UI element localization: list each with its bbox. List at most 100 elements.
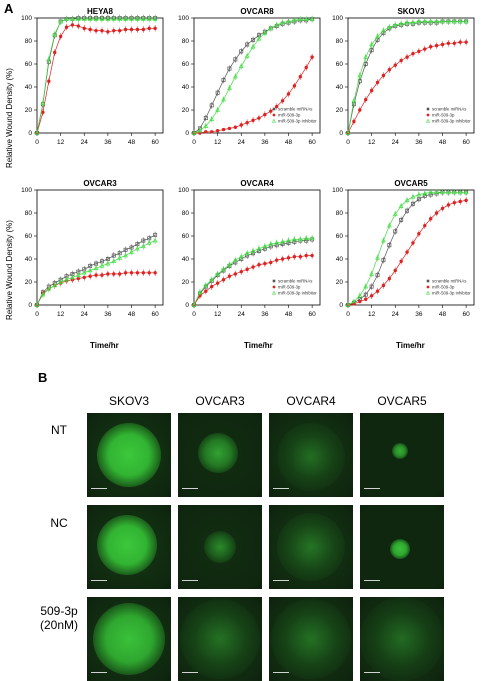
data-point [280, 239, 285, 244]
data-point [440, 206, 445, 211]
data-point [310, 253, 314, 258]
data-point [269, 109, 273, 113]
data-point [123, 247, 128, 252]
data-point [256, 35, 262, 41]
plot-frame [36, 189, 164, 306]
x-tick-label: 48 [439, 311, 447, 318]
data-point [94, 28, 98, 33]
data-point [46, 56, 52, 62]
data-point [416, 18, 422, 24]
column-header-ovcar3: OVCAR3 [195, 394, 245, 408]
x-axis-title-1: Time/hr [90, 341, 119, 350]
data-point [140, 243, 146, 249]
y-tick-label: 40 [182, 84, 190, 91]
data-point [105, 16, 111, 21]
data-point [428, 18, 434, 24]
legend-marker [425, 290, 431, 295]
chart-4: OVCAR4 0 12 24 36 48 60 0 20 40 60 80 100 scramble mi… [178, 179, 321, 318]
data-point [238, 63, 244, 69]
legend-marker [271, 290, 277, 295]
data-point [387, 68, 392, 72]
data-point [197, 289, 203, 295]
x-tick-label: 60 [309, 311, 317, 318]
y-tick-label: 60 [336, 61, 344, 68]
data-point [64, 276, 69, 282]
data-point [358, 108, 362, 112]
data-point [112, 272, 116, 276]
data-point [141, 238, 146, 243]
column-header-ovcar5: OVCAR5 [377, 394, 427, 408]
legend-label: miR-509-3p [278, 285, 301, 290]
legend-label: scramble miRNAs [432, 279, 466, 284]
data-point [81, 16, 87, 21]
cell-background-glow [269, 413, 353, 497]
data-point [93, 16, 99, 21]
legend-marker [271, 118, 277, 123]
data-point [303, 16, 309, 21]
microscopy-image [178, 505, 262, 589]
data-point [123, 27, 128, 32]
x-tick-label: 24 [238, 139, 246, 146]
data-point [215, 271, 221, 276]
data-point [286, 256, 291, 260]
data-point [392, 211, 398, 216]
scale-bar [182, 488, 198, 489]
row-label-509-3p: 509-3p (20nM) [32, 604, 86, 632]
data-point [352, 119, 356, 124]
x-tick-label: 48 [439, 139, 447, 146]
data-point [393, 63, 397, 67]
y-tick-label: 20 [182, 279, 190, 286]
data-point [463, 18, 469, 24]
data-point [100, 273, 104, 277]
y-tick-label: 60 [25, 61, 33, 68]
x-tick-label: 36 [261, 139, 269, 146]
x-tick-label: 24 [238, 311, 246, 318]
y-tick-label: 20 [25, 279, 33, 286]
cell-background-glow [269, 505, 353, 589]
cell-spheroid [93, 603, 165, 675]
data-point [34, 130, 40, 135]
legend-label: miR-509-3p [432, 113, 455, 118]
chart-2: SKOV3 0 12 24 36 48 60 0 20 40 60 80 100 scramble miR… [332, 7, 475, 146]
data-point [263, 261, 267, 266]
data-point [135, 245, 140, 251]
data-point [210, 130, 214, 134]
x-tick-label: 48 [285, 139, 293, 146]
y-tick-label: 80 [25, 210, 33, 217]
data-point [422, 18, 428, 24]
x-tick-label: 12 [57, 311, 65, 318]
data-point [88, 27, 92, 32]
data-point [375, 289, 380, 293]
x-tick-label: 60 [463, 139, 471, 146]
data-point [446, 203, 451, 207]
data-point [87, 267, 93, 273]
data-point [434, 18, 439, 24]
data-point [381, 258, 386, 263]
y-tick-label: 100 [178, 187, 189, 194]
data-point [251, 265, 255, 269]
data-point [239, 49, 244, 54]
data-point [141, 27, 146, 32]
data-point [99, 263, 105, 268]
data-point [358, 299, 362, 304]
data-point [221, 278, 226, 282]
data-point [280, 99, 285, 103]
data-point [464, 40, 468, 44]
legend-label: scramble miRNAs [432, 107, 466, 112]
scale-bar [273, 672, 289, 673]
microscopy-image [360, 413, 444, 497]
data-point [451, 18, 457, 24]
data-point [428, 189, 434, 195]
data-point [147, 271, 151, 275]
data-point [263, 112, 267, 117]
data-point [204, 130, 208, 134]
data-point [123, 16, 128, 21]
data-point [398, 203, 404, 208]
data-point [215, 107, 221, 112]
data-point [446, 41, 451, 45]
x-tick-label: 36 [104, 139, 112, 146]
data-point [434, 189, 439, 195]
data-point [250, 44, 256, 49]
data-point [112, 28, 116, 33]
legend-marker [426, 107, 430, 111]
